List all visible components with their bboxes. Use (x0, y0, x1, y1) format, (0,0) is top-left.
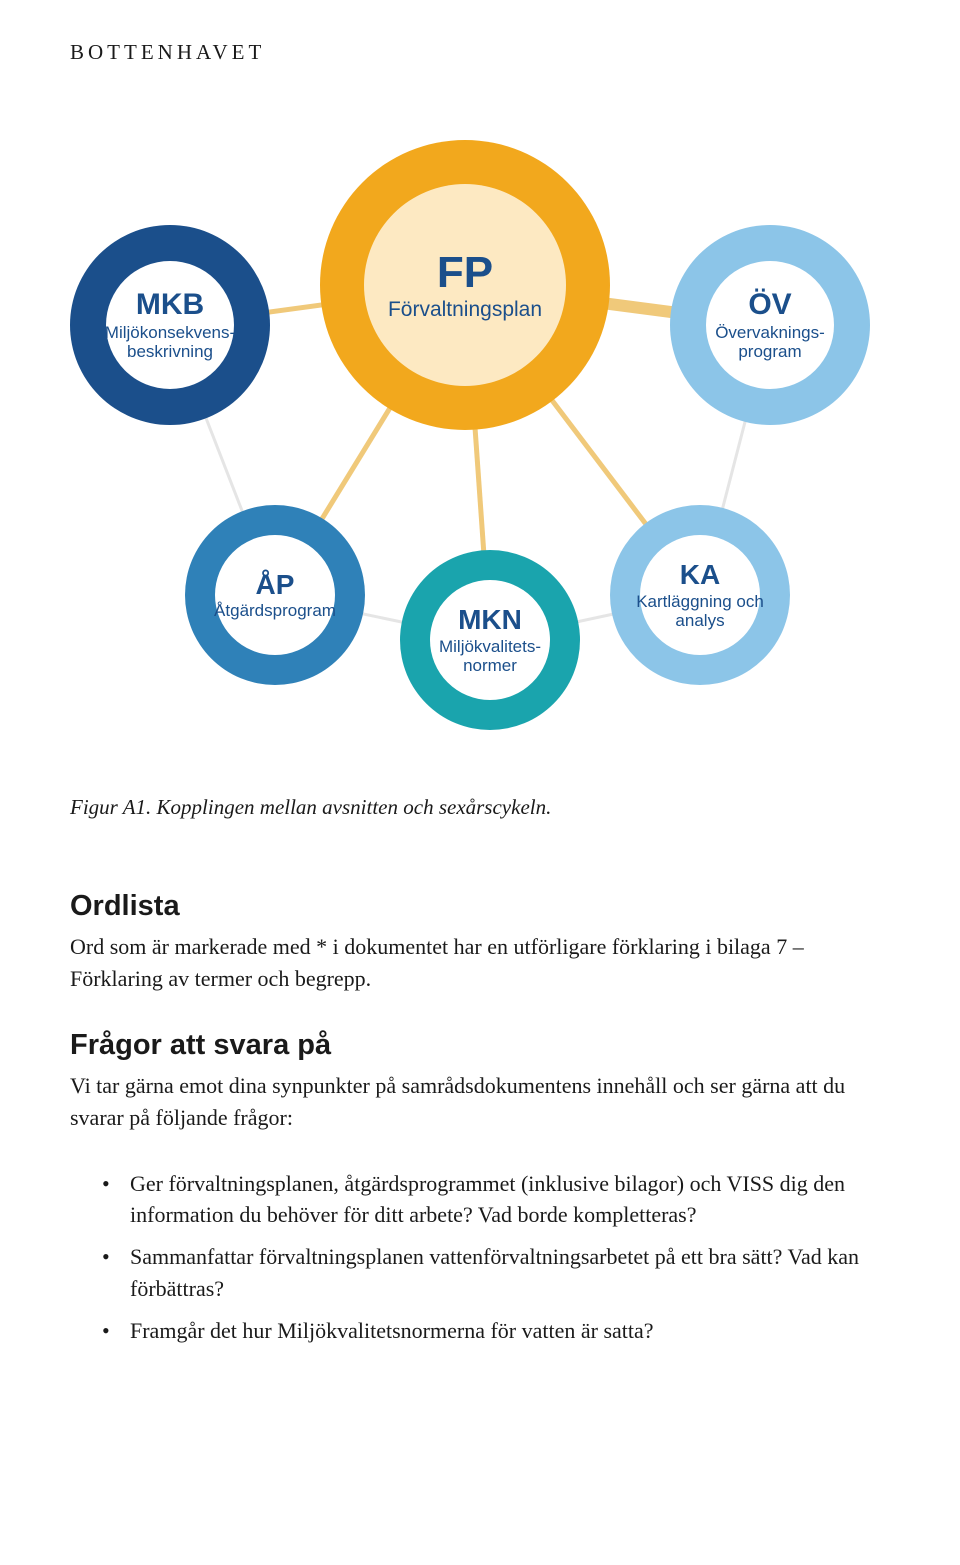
page-header: Bottenhavet (70, 40, 890, 65)
node-label: FPFörvaltningsplan (388, 248, 542, 323)
node-label: KAKartläggning och analys (636, 559, 764, 630)
node-ov: ÖVÖvervaknings- program (670, 225, 870, 425)
fragor-intro: Vi tar gärna emot dina synpunkter på sam… (70, 1070, 890, 1134)
node-sub: Förvaltningsplan (388, 298, 542, 322)
node-abbr: KA (636, 559, 764, 591)
node-label: ÅPÅtgärdsprogram (214, 569, 336, 621)
fragor-title: Frågor att svara på (70, 1029, 890, 1062)
node-abbr: MKB (105, 288, 235, 323)
node-sub: Åtgärdsprogram (214, 601, 336, 621)
list-item: Ger förvaltningsplanen, åtgärdsprogramme… (130, 1168, 890, 1232)
node-sub: Miljökonsekvens- beskrivning (105, 323, 235, 362)
node-abbr: FP (388, 248, 542, 299)
node-ka: KAKartläggning och analys (610, 505, 790, 685)
node-mkn: MKNMiljökvalitets- normer (400, 550, 580, 730)
node-ap: ÅPÅtgärdsprogram (185, 505, 365, 685)
list-item: Sammanfattar förvaltningsplanen vattenfö… (130, 1241, 890, 1305)
node-abbr: MKN (439, 604, 541, 636)
node-label: MKNMiljökvalitets- normer (439, 604, 541, 675)
cycle-diagram: FPFörvaltningsplan MKBMiljökonsekvens- be… (70, 95, 890, 765)
node-label: MKBMiljökonsekvens- beskrivning (105, 288, 235, 362)
node-fp: FPFörvaltningsplan (320, 140, 610, 430)
node-abbr: ÅP (214, 569, 336, 601)
ordlista-body: Ord som är markerade med * i dokumentet … (70, 931, 890, 995)
node-abbr: ÖV (715, 288, 825, 323)
node-sub: Kartläggning och analys (636, 592, 764, 631)
figure-caption: Figur A1. Kopplingen mellan avsnitten oc… (70, 795, 890, 820)
ordlista-title: Ordlista (70, 890, 890, 923)
fragor-bullets: Ger förvaltningsplanen, åtgärdsprogramme… (70, 1168, 890, 1347)
node-mkb: MKBMiljökonsekvens- beskrivning (70, 225, 270, 425)
list-item: Framgår det hur Miljökvalitetsnormerna f… (130, 1315, 890, 1347)
node-label: ÖVÖvervaknings- program (715, 288, 825, 362)
node-sub: Miljökvalitets- normer (439, 637, 541, 676)
node-sub: Övervaknings- program (715, 323, 825, 362)
